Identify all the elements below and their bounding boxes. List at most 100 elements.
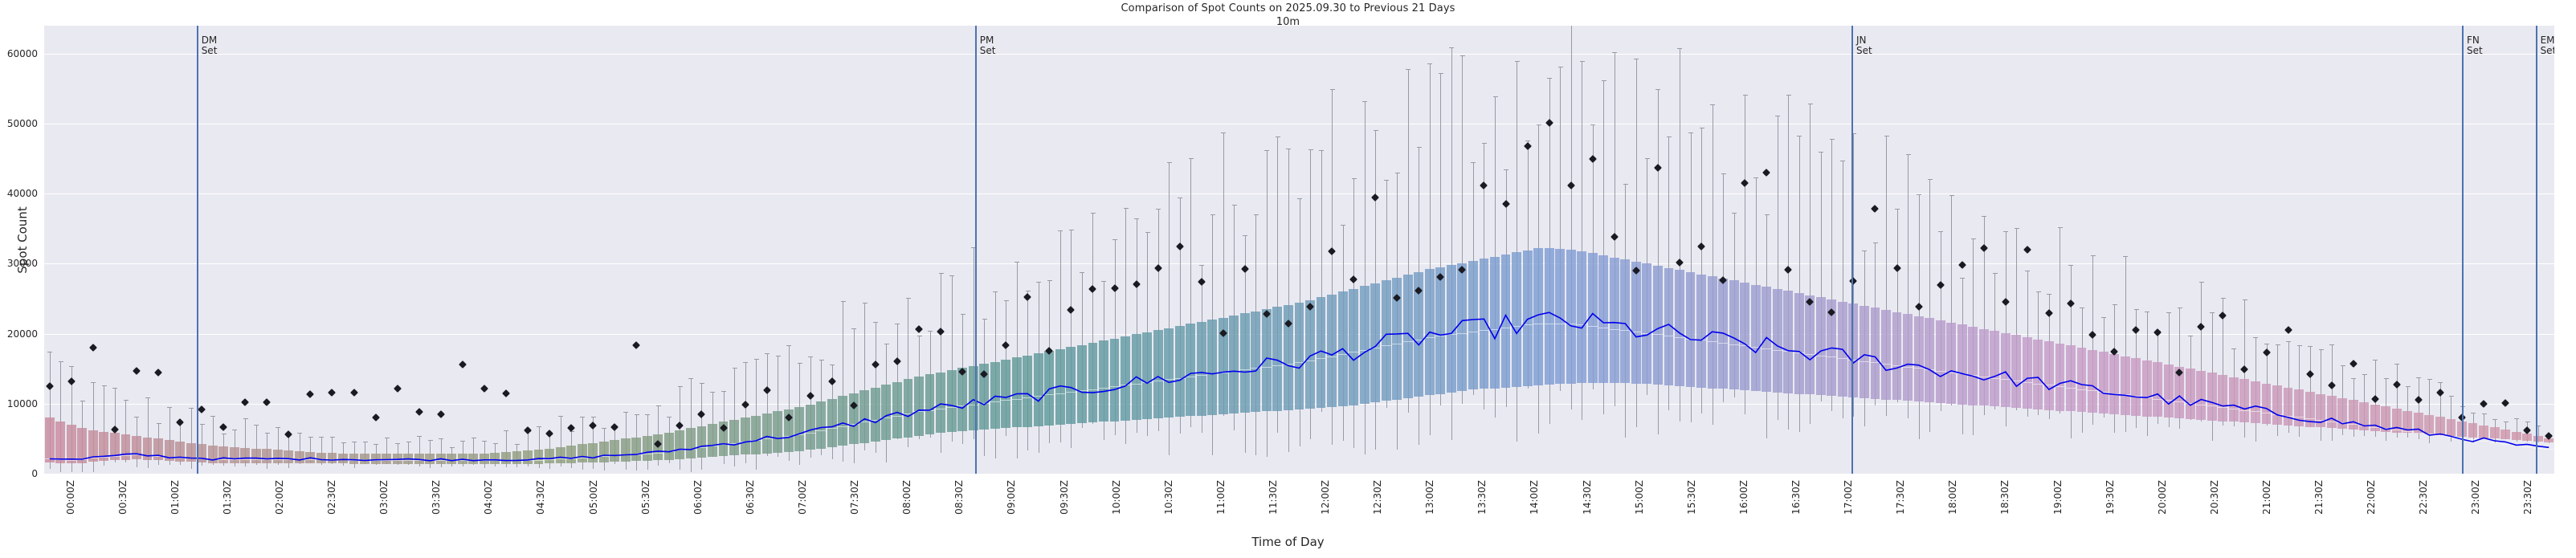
box	[1675, 270, 1684, 386]
whisker	[1407, 69, 1409, 413]
whisker	[320, 437, 322, 466]
box	[1729, 280, 1739, 390]
box	[708, 424, 717, 458]
median-line	[2000, 379, 2011, 381]
box	[2272, 385, 2282, 425]
box	[197, 444, 207, 463]
box	[718, 422, 729, 457]
box	[1446, 265, 1456, 393]
box	[414, 453, 424, 464]
median-line	[1457, 332, 1468, 334]
box	[2283, 387, 2293, 426]
median-line	[1284, 364, 1293, 365]
x-tick-label: 20:30Z	[2208, 480, 2220, 515]
box	[164, 440, 174, 462]
median-line	[1316, 358, 1326, 360]
box	[1218, 317, 1228, 414]
whisker-cap	[1514, 60, 1520, 62]
x-tick-label: 08:00Z	[901, 480, 913, 515]
whisker-cap	[1851, 132, 1856, 134]
whisker	[1092, 213, 1094, 424]
whisker-cap	[101, 385, 107, 386]
box	[2402, 410, 2413, 434]
box	[2185, 369, 2195, 419]
box	[523, 450, 533, 464]
whisker-cap	[1547, 78, 1553, 79]
median-line	[2088, 390, 2097, 392]
event-line-label: EM Set	[2540, 35, 2554, 56]
box	[2533, 435, 2543, 442]
box	[1239, 313, 1250, 413]
box	[1772, 288, 1782, 393]
event-line	[974, 26, 977, 474]
whisker-cap	[993, 291, 998, 292]
whisker-cap	[2090, 255, 2096, 256]
median-line	[979, 402, 990, 404]
whisker-cap	[1188, 158, 1194, 160]
whisker	[1462, 55, 1464, 405]
median-line	[2544, 449, 2554, 450]
whisker	[1190, 158, 1192, 428]
median-line	[794, 434, 805, 436]
x-tick-label: 03:00Z	[378, 480, 390, 515]
box	[1512, 252, 1521, 387]
median-line	[838, 426, 848, 427]
median-line	[1772, 349, 1782, 351]
median-line	[1239, 369, 1250, 371]
median-line	[2337, 422, 2348, 424]
box	[892, 381, 902, 439]
whisker-cap	[1938, 230, 1944, 232]
median-line	[1881, 364, 1891, 365]
whisker-cap	[1308, 149, 1313, 151]
x-axis-title: Time of Day	[1251, 535, 1325, 549]
whisker	[766, 353, 768, 456]
x-tick-label: 03:30Z	[431, 480, 443, 515]
whisker-cap	[514, 444, 520, 446]
box	[500, 451, 511, 464]
whisker-cap	[1112, 239, 1118, 241]
box	[914, 376, 924, 436]
whisker-cap	[840, 301, 846, 303]
whisker-cap	[1895, 208, 1900, 210]
whisker-cap	[1406, 69, 1411, 71]
whisker	[1266, 150, 1268, 458]
box	[2359, 402, 2370, 430]
whisker	[1560, 67, 1562, 392]
box	[490, 452, 500, 464]
whisker	[277, 427, 279, 466]
box	[99, 431, 109, 462]
x-tick-label: 09:00Z	[1006, 480, 1018, 515]
box	[848, 393, 859, 445]
box	[229, 446, 239, 463]
box	[1207, 320, 1218, 415]
whisker	[1853, 132, 1855, 417]
median-line	[1359, 349, 1370, 351]
whisker-cap	[58, 360, 63, 362]
whisker	[593, 416, 594, 469]
whisker-cap	[1384, 180, 1390, 181]
whisker-cap	[145, 397, 151, 399]
box	[1490, 256, 1500, 389]
box	[1109, 338, 1120, 422]
box	[2544, 438, 2554, 442]
whisker-cap	[2133, 309, 2139, 311]
box	[1349, 288, 1359, 405]
median-line	[1740, 345, 1750, 347]
whisker	[1364, 101, 1366, 454]
box	[2022, 336, 2032, 409]
whisker-cap	[2492, 418, 2498, 420]
box	[598, 441, 609, 462]
median-line	[1109, 386, 1120, 388]
box	[1457, 263, 1468, 392]
median-line	[251, 458, 261, 460]
whisker-cap	[634, 413, 639, 415]
box	[1957, 324, 1967, 405]
chart-subtitle: 10m	[1276, 16, 1300, 28]
median-line	[2066, 387, 2076, 389]
whisker-cap	[1927, 179, 1933, 181]
box	[1294, 303, 1304, 409]
box	[2218, 375, 2228, 422]
whisker-cap	[623, 411, 629, 413]
event-line-label: DM Set	[201, 35, 218, 56]
